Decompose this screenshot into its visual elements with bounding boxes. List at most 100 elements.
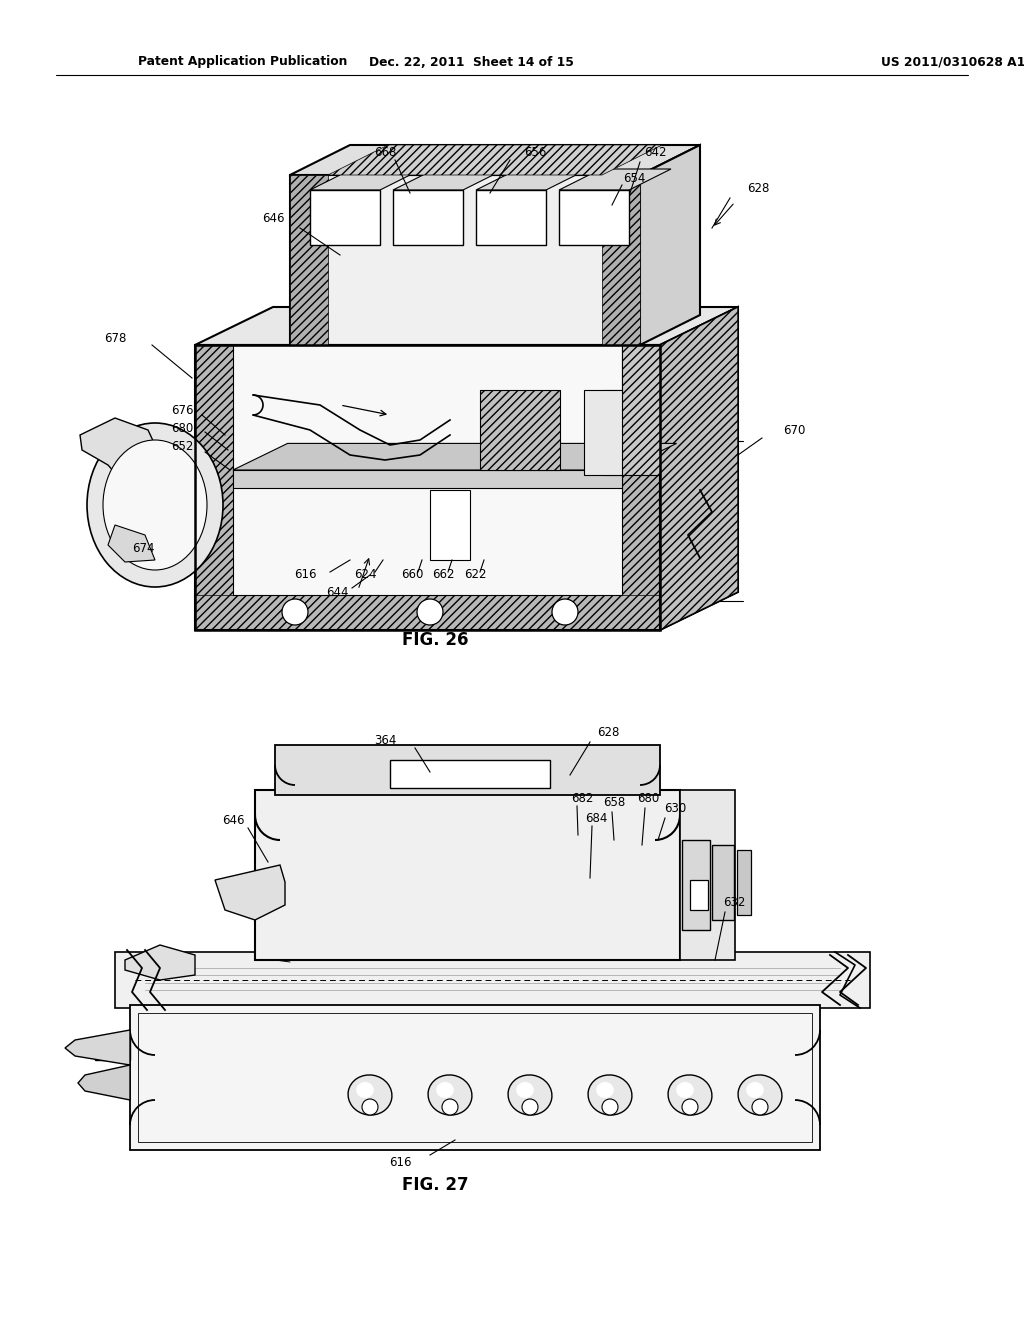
Ellipse shape: [103, 440, 207, 570]
Polygon shape: [290, 145, 700, 176]
Text: 674: 674: [132, 541, 155, 554]
Text: 654: 654: [623, 172, 645, 185]
Bar: [712, 845, 734, 920]
Ellipse shape: [588, 1074, 632, 1115]
Polygon shape: [125, 945, 195, 979]
Bar: [233, 470, 622, 488]
Polygon shape: [660, 308, 738, 630]
Ellipse shape: [428, 1074, 472, 1115]
Bar: [233, 345, 622, 595]
Polygon shape: [559, 169, 671, 190]
Polygon shape: [195, 345, 233, 630]
Polygon shape: [603, 345, 660, 475]
Bar: [138, 1012, 812, 1142]
Ellipse shape: [738, 1074, 782, 1115]
Text: FIG. 27: FIG. 27: [401, 1176, 468, 1195]
Text: 684: 684: [585, 812, 607, 825]
Ellipse shape: [746, 1082, 764, 1098]
Circle shape: [362, 1100, 378, 1115]
Polygon shape: [290, 176, 640, 345]
Text: 678: 678: [103, 331, 126, 345]
Text: 628: 628: [746, 181, 769, 194]
Text: 680: 680: [171, 421, 194, 434]
Polygon shape: [430, 490, 470, 560]
Text: 630: 630: [664, 801, 686, 814]
Polygon shape: [195, 308, 738, 345]
Ellipse shape: [436, 1082, 454, 1098]
Text: 658: 658: [603, 796, 625, 808]
Ellipse shape: [348, 1074, 392, 1115]
Bar: [737, 850, 751, 915]
Bar: [559, 190, 629, 246]
Text: FIG. 26: FIG. 26: [401, 631, 468, 649]
Polygon shape: [65, 1030, 130, 1065]
Text: 646: 646: [262, 211, 285, 224]
Polygon shape: [108, 525, 155, 562]
Polygon shape: [393, 169, 505, 190]
Text: 616: 616: [294, 569, 316, 582]
Polygon shape: [640, 145, 700, 345]
Bar: [130, 1005, 820, 1150]
Polygon shape: [290, 176, 328, 345]
Text: Dec. 22, 2011  Sheet 14 of 15: Dec. 22, 2011 Sheet 14 of 15: [369, 55, 573, 69]
Ellipse shape: [676, 1082, 694, 1098]
Bar: [476, 190, 546, 246]
Text: Patent Application Publication: Patent Application Publication: [138, 55, 347, 69]
Polygon shape: [80, 418, 162, 490]
Polygon shape: [195, 557, 738, 630]
Polygon shape: [680, 789, 735, 960]
Polygon shape: [215, 865, 285, 920]
Circle shape: [552, 599, 578, 624]
Text: 622: 622: [464, 569, 486, 582]
Ellipse shape: [596, 1082, 613, 1098]
Text: 628: 628: [597, 726, 620, 738]
Text: 668: 668: [374, 147, 396, 160]
Text: US 2011/0310628 A1: US 2011/0310628 A1: [881, 55, 1024, 69]
Circle shape: [417, 599, 443, 624]
Text: 624: 624: [353, 569, 376, 582]
Polygon shape: [328, 145, 662, 176]
Circle shape: [682, 1100, 698, 1115]
Text: 616: 616: [389, 1155, 412, 1168]
Text: 656: 656: [524, 147, 546, 160]
Polygon shape: [233, 444, 677, 470]
Text: 632: 632: [723, 895, 745, 908]
Text: 364: 364: [374, 734, 396, 747]
Text: 680: 680: [637, 792, 659, 804]
Polygon shape: [584, 389, 622, 475]
Bar: [690, 880, 708, 909]
Bar: [255, 789, 680, 960]
Text: 662: 662: [432, 569, 455, 582]
Circle shape: [522, 1100, 538, 1115]
Polygon shape: [480, 389, 560, 470]
Text: 676: 676: [171, 404, 194, 417]
Polygon shape: [476, 169, 588, 190]
Circle shape: [282, 599, 308, 624]
Ellipse shape: [516, 1082, 534, 1098]
Polygon shape: [310, 169, 422, 190]
Polygon shape: [195, 595, 660, 630]
Bar: [115, 952, 870, 1008]
Ellipse shape: [356, 1082, 374, 1098]
Bar: [310, 190, 380, 246]
Circle shape: [442, 1100, 458, 1115]
Text: 642: 642: [644, 147, 667, 160]
Text: 646: 646: [222, 813, 245, 826]
Bar: [682, 840, 710, 931]
Text: 644: 644: [326, 586, 348, 598]
Ellipse shape: [87, 422, 223, 587]
Ellipse shape: [668, 1074, 712, 1115]
Text: 660: 660: [400, 569, 423, 582]
Polygon shape: [622, 345, 660, 630]
Bar: [393, 190, 463, 246]
Bar: [275, 744, 660, 795]
Ellipse shape: [508, 1074, 552, 1115]
Polygon shape: [95, 1040, 130, 1060]
Text: 682: 682: [570, 792, 593, 804]
Text: 670: 670: [782, 424, 805, 437]
Circle shape: [602, 1100, 618, 1115]
Polygon shape: [602, 176, 640, 345]
Polygon shape: [660, 308, 738, 630]
Bar: [390, 760, 550, 788]
Text: 652: 652: [171, 440, 194, 453]
